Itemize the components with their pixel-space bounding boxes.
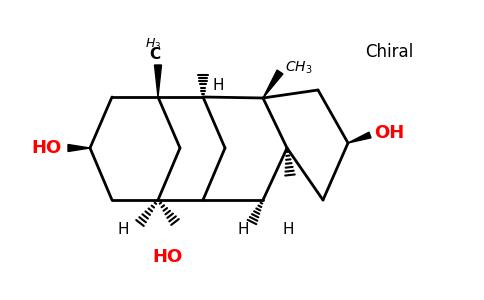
Text: $H_3$: $H_3$ — [145, 37, 161, 52]
Polygon shape — [348, 132, 371, 143]
Text: H: H — [237, 222, 249, 237]
Text: HO: HO — [32, 139, 62, 157]
Polygon shape — [68, 145, 90, 152]
Polygon shape — [263, 70, 283, 98]
Polygon shape — [154, 65, 162, 97]
Text: C: C — [150, 47, 161, 62]
Text: H: H — [282, 222, 294, 237]
Text: $CH_3$: $CH_3$ — [285, 60, 313, 76]
Text: H: H — [213, 77, 225, 92]
Text: OH: OH — [374, 124, 404, 142]
Text: H: H — [117, 222, 129, 237]
Text: Chiral: Chiral — [365, 43, 413, 61]
Text: HO: HO — [153, 248, 183, 266]
